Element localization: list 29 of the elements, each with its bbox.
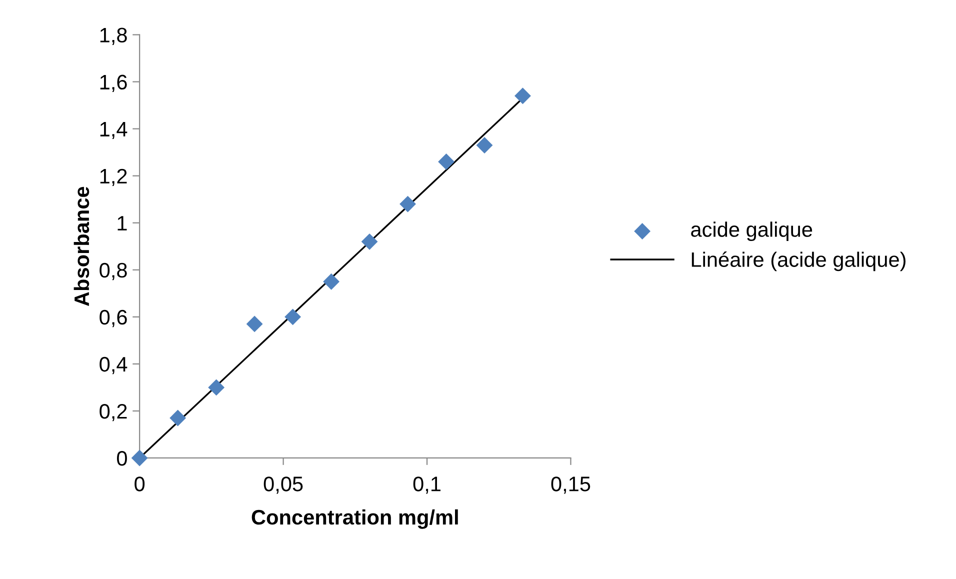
legend-label: Linéaire (acide galique) <box>692 251 906 272</box>
x-tick-label: 0,1 <box>413 476 440 494</box>
x-tick-label: 0,05 <box>264 476 303 494</box>
x-tick-label: 0,15 <box>551 476 590 494</box>
y-tick-label: 0 <box>117 450 127 466</box>
y-tick-label: 1,4 <box>100 122 128 140</box>
y-tick-label: 0,6 <box>100 310 127 328</box>
point <box>170 410 186 426</box>
y-tick-label: 1,8 <box>100 28 127 45</box>
point <box>323 273 340 290</box>
point <box>361 233 378 250</box>
y-tick-label: 1 <box>118 216 127 230</box>
point <box>284 308 301 326</box>
point <box>131 450 148 466</box>
y-tick-label: 0,8 <box>100 262 127 280</box>
x-axis-title: Concentration mg/ml <box>252 509 458 529</box>
point <box>438 154 454 170</box>
point <box>400 196 416 212</box>
y-tick-label: 1,6 <box>100 74 127 92</box>
legend-label: acide galique <box>691 222 812 242</box>
y-axis-title: Absorbance <box>74 186 90 306</box>
x-tick-label: 0 <box>134 476 145 492</box>
point <box>514 88 531 104</box>
point <box>476 137 493 154</box>
y-tick-label: 0,2 <box>100 404 127 422</box>
y-tick-label: 0,4 <box>100 356 128 374</box>
y-tick-label: 1,2 <box>100 168 127 186</box>
point <box>208 379 225 396</box>
point <box>246 316 263 332</box>
